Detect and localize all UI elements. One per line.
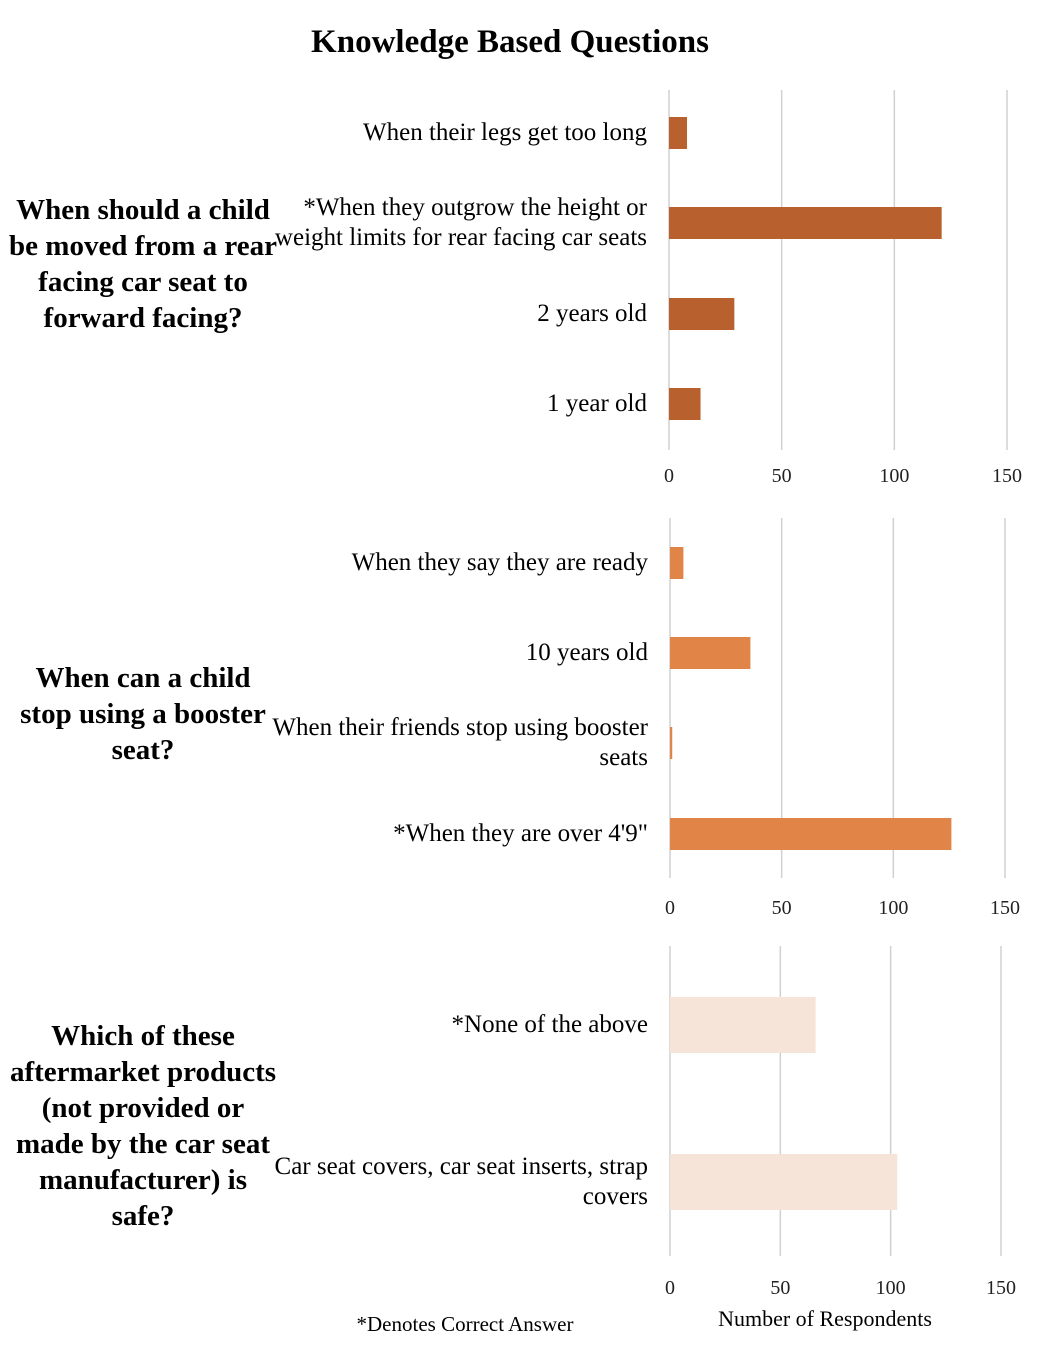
category-label: When they say they are ready [351,549,648,576]
x-tick-label: 150 [986,1277,1016,1299]
x-tick-label: 100 [876,1277,906,1299]
bar [669,207,942,239]
category-label: 1 year old [547,390,647,417]
bar [670,1154,898,1210]
chart-3-svg: 0 50 100 150 [665,946,1016,1299]
x-tick-label: 150 [990,897,1020,919]
x-tick-label: 0 [665,897,675,919]
question-1-text: When should a child be moved from a rear… [9,194,277,334]
category-label: *When they are over 4'9" [393,820,648,847]
page-title: Knowledge Based Questions [311,24,709,60]
bar [669,298,735,330]
bar [670,637,751,669]
x-tick-label: 0 [664,465,674,487]
category-label: 10 years old [525,639,648,666]
x-tick-label: 50 [772,897,792,919]
x-tick-label: 100 [879,465,909,487]
question-3-text: Which of these aftermarket products (not… [9,1020,277,1232]
category-label: *None of the above [451,1011,648,1038]
bar [670,818,952,850]
question-2-text: When can a child stop using a booster se… [20,662,266,766]
x-tick-label: 50 [772,465,792,487]
category-label: 2 years old [537,300,647,327]
bar [670,727,673,759]
x-tick-label: 50 [770,1277,790,1299]
x-tick-label: 0 [665,1277,675,1299]
x-axis-label: Number of Respondents [718,1306,932,1331]
bar [670,547,684,579]
bar [669,388,701,420]
chart-panel-aftermarket: 0 50 100 150 *None of the above Car seat cove… [0,946,1048,1299]
category-label: When their legs get too long [363,119,647,146]
x-tick-label: 150 [992,465,1022,487]
x-tick-label: 100 [878,897,908,919]
chart-panel-rear-facing: 0 50 100 150 When their legs get too long *Wh… [0,90,1048,490]
bar [670,997,816,1053]
footnote: *Denotes Correct Answer [356,1312,574,1336]
category-label: Car seat covers, car seat inserts, strap… [274,1153,648,1210]
chart-1-svg: 0 50 100 150 [664,90,1022,487]
category-label: When their friends stop using booster se… [272,714,648,771]
bar [669,117,688,149]
chart-2-svg: 0 50 100 150 [665,518,1020,919]
chart-panel-booster-seat: 0 50 100 150 When they say they are ready 10 … [0,518,1048,919]
category-label: *When they outgrow the height or weight … [274,194,647,251]
